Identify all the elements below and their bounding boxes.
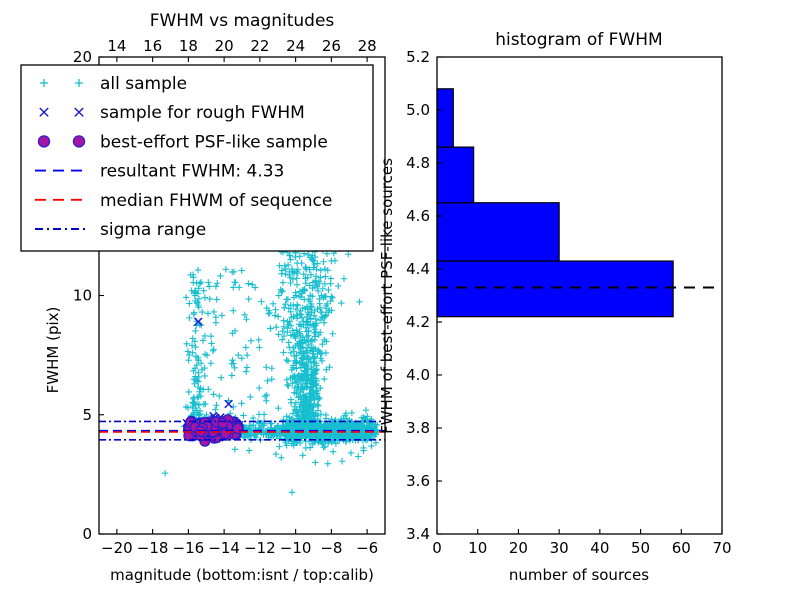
scatter-legend: all sample sample for rough FWHM best-effo…: [20, 64, 374, 252]
scatter-xtick-top: 20: [215, 37, 234, 55]
histogram-xtick: 10: [468, 539, 487, 557]
scatter-ytick: 20: [73, 48, 92, 66]
histogram-xtick: 30: [550, 539, 569, 557]
histogram-title: histogram of FWHM: [495, 30, 662, 50]
scatter-xtick-bottom: −20: [101, 539, 133, 557]
scatter-xtick-top: 24: [286, 37, 305, 55]
histogram-xtick: 50: [631, 539, 650, 557]
legend-label: resultant FWHM: 4.33: [100, 162, 284, 182]
histogram-ytick: 5.0: [406, 101, 430, 119]
legend-entry: sample for rough FWHM: [39, 103, 305, 123]
scatter-title: FWHM vs magnitudes: [150, 11, 335, 31]
legend-label: median FHWM of sequence: [100, 191, 332, 211]
scatter-tickmarks: [99, 56, 368, 535]
histogram-axes-frame: [436, 56, 723, 535]
scatter-xtick-top: 18: [179, 37, 198, 55]
scatter-reference-lines: [99, 420, 385, 441]
scatter-xtick-top: 14: [107, 37, 126, 55]
histogram-ytick: 5.2: [406, 48, 430, 66]
histogram-ytick: 4.4: [406, 260, 430, 278]
histogram-ytick: 4.6: [406, 207, 430, 225]
scatter-ytick: 5: [82, 406, 92, 424]
legend-box: [20, 64, 374, 252]
scatter-xtick-bottom: −18: [137, 539, 169, 557]
histogram-xtick: 60: [672, 539, 691, 557]
legend-entry: median FHWM of sequence: [35, 191, 332, 211]
histogram-xtick: 20: [509, 539, 528, 557]
histogram-bars-layer: [436, 88, 674, 318]
scatter-xtick-top: 22: [250, 37, 269, 55]
scatter-xtick-bottom: −14: [208, 539, 240, 557]
histogram-ytick: 3.8: [406, 419, 430, 437]
legend-label: best-effort PSF-like sample: [100, 132, 328, 152]
histogram-ylabel: FWHM of best-effort PSF-like sources: [378, 158, 396, 434]
scatter-xtick-top: 16: [143, 37, 162, 55]
scatter-xtick-bottom: −8: [320, 539, 342, 557]
scatter-xtick-top: 28: [358, 37, 377, 55]
legend-entry: all sample: [40, 74, 187, 94]
scatter-tick-labels: −20 −18 −16 −14 −12 −10 −8 −6 14 16 18 20 22 24 26 28 0 5…: [73, 37, 378, 557]
legend-label: sample for rough FWHM: [100, 103, 305, 123]
legend-entry: sigma range: [35, 220, 206, 240]
scatter-points-layer: [161, 69, 381, 496]
scatter-ytick: 0: [82, 525, 92, 543]
histogram-bar: [436, 260, 674, 318]
legend-label: sigma range: [100, 220, 206, 240]
histogram-panel: 0 10 20 30 40 50 60 70 3.4 3.6 3.8 4.0 4.2 4.4 4.6 4.8 5…: [378, 30, 732, 584]
histogram-ytick: 3.6: [406, 472, 430, 490]
scatter-xtick-bottom: −10: [280, 539, 312, 557]
histogram-ytick: 4.0: [406, 366, 430, 384]
legend-entries: all sample sample for rough FWHM best-effo…: [35, 74, 332, 240]
scatter-ylabel: FWHM (pix): [44, 307, 62, 394]
histogram-bar: [436, 88, 454, 148]
scatter-panel: −20 −18 −16 −14 −12 −10 −8 −6 14 16 18 20 22 24 26 28 0 5…: [20, 11, 386, 584]
histogram-xtick: 0: [432, 539, 442, 557]
scatter-xtick-bottom: −12: [244, 539, 276, 557]
histogram-xlabel: number of sources: [509, 566, 649, 584]
histogram-tick-labels: 0 10 20 30 40 50 60 70 3.4 3.6 3.8 4.0 4.2 4.4 4.6 4.8 5…: [406, 48, 731, 557]
scatter-xtick-bottom: −6: [356, 539, 378, 557]
scatter-xtick-top: 26: [322, 37, 341, 55]
histogram-ytick: 3.4: [406, 525, 430, 543]
scatter-xlabel: magnitude (bottom:isnt / top:calib): [110, 566, 374, 584]
legend-entry: resultant FWHM: 4.33: [35, 162, 284, 182]
histogram-bar: [436, 146, 475, 204]
histogram-xtick: 40: [590, 539, 609, 557]
histogram-xtick: 70: [712, 539, 731, 557]
histogram-tickmarks: [436, 56, 723, 535]
histogram-bar: [436, 202, 560, 262]
scatter-ytick: 10: [73, 287, 92, 305]
histogram-ytick: 4.8: [406, 154, 430, 172]
scatter-xtick-bottom: −16: [173, 539, 205, 557]
legend-label: all sample: [100, 74, 187, 94]
legend-entry: best-effort PSF-like sample: [37, 132, 328, 152]
histogram-ytick: 4.2: [406, 313, 430, 331]
